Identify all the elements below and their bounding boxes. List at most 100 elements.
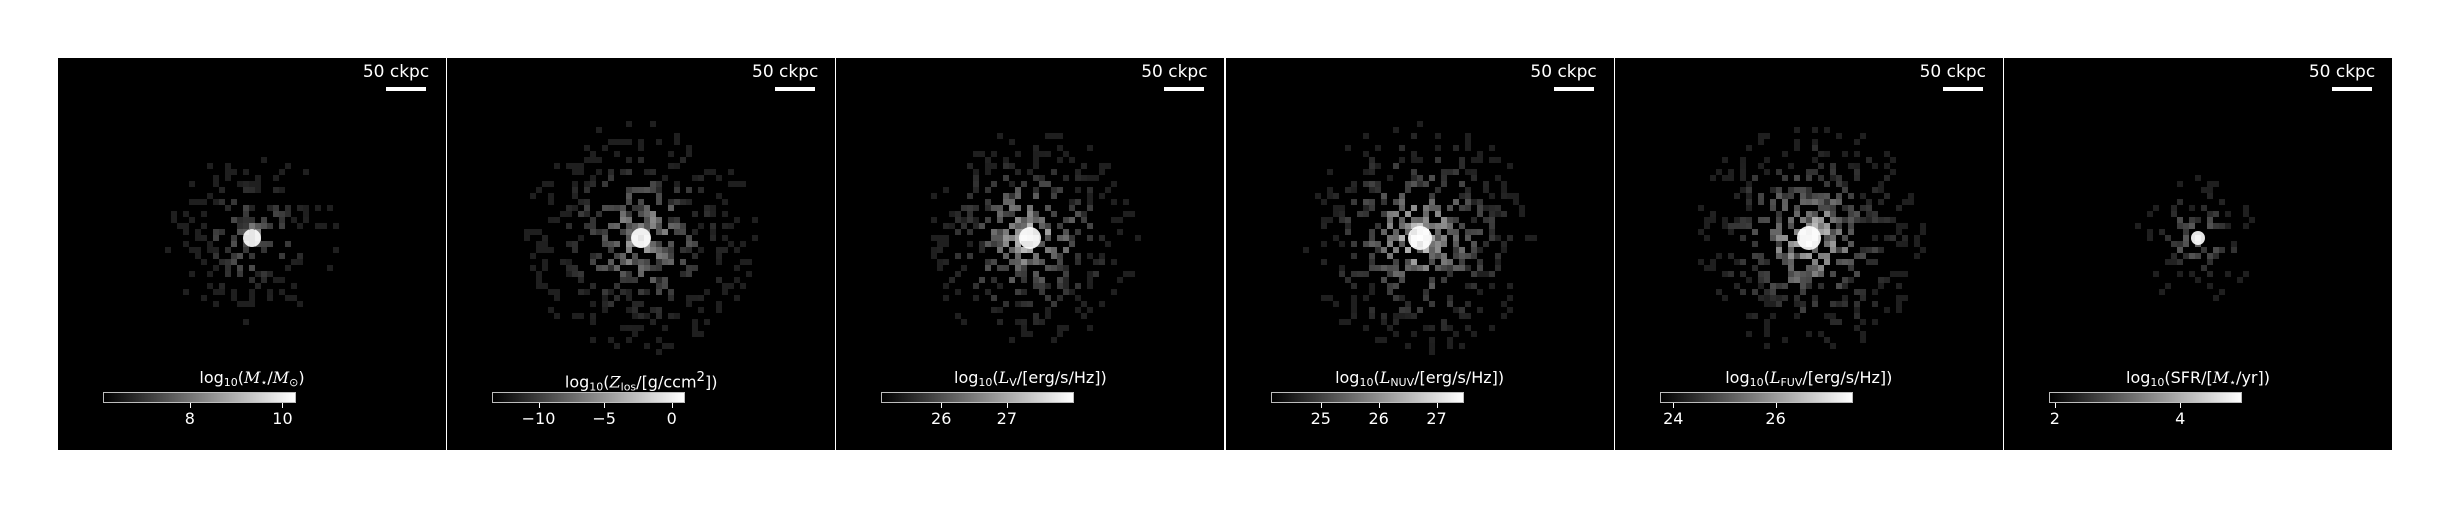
map-pixel [668,259,675,265]
map-pixel [626,277,633,283]
map-pixel [1045,283,1052,289]
colorbar-title: log10(M⋆/M⊙) [199,368,305,389]
map-pixel [1332,235,1339,241]
map-pixel [716,277,723,283]
colorbar-tick-label: 10 [272,409,293,428]
map-pixel [1446,301,1453,307]
map-pixel [1709,175,1716,181]
map-pixel [692,253,699,259]
map-pixel [955,211,962,217]
map-pixel [991,307,998,313]
pixel-map-image [1302,121,1537,355]
map-pixel [1739,259,1746,265]
map-pixel [267,241,273,247]
map-pixel [279,253,285,259]
map-pixel [1075,211,1082,217]
map-pixel [1775,283,1782,289]
map-pixel [1350,271,1357,277]
map-pixel [1847,265,1854,271]
map-pixel [1362,199,1369,205]
map-pixel [1871,319,1878,325]
map-pixel [973,181,980,187]
map-pixel [1446,337,1453,343]
map-pixel [668,223,675,229]
map-pixel [1715,289,1722,295]
map-pixel [2189,205,2195,211]
map-pixel [614,223,621,229]
colorbar [2049,392,2242,403]
map-pixel [991,295,998,301]
map-pixel [632,331,639,337]
map-pixel [2219,223,2225,229]
map-pixel [680,157,687,163]
map-pixel [1458,181,1465,187]
map-pixel [1057,133,1064,139]
map-pixel [1009,205,1016,211]
map-pixel [1404,187,1411,193]
map-pixel [997,265,1004,271]
map-pixel [650,217,657,223]
map-pixel [1087,325,1094,331]
map-pixel [1111,217,1118,223]
map-pixel [1033,253,1040,259]
map-pixel [1009,139,1016,145]
map-pixel [1386,253,1393,259]
map-pixel [1320,295,1327,301]
map-pixel [1506,307,1513,313]
map-pixel [2237,277,2243,283]
map-pixel [572,241,579,247]
map-pixel [584,211,591,217]
map-pixel [1763,157,1770,163]
map-pixel [1811,139,1818,145]
map-pixel [1051,301,1058,307]
colorbar-tick [1378,403,1380,408]
map-pixel [1817,229,1824,235]
map-pixel [1003,229,1010,235]
map-pixel [1799,307,1806,313]
map-pixel [1476,211,1483,217]
map-pixel [1380,313,1387,319]
map-pixel [590,301,597,307]
map-pixel [1021,271,1028,277]
map-pixel [1458,205,1465,211]
map-pixel [1057,223,1064,229]
map-pixel [1775,247,1782,253]
map-pixel [195,199,201,205]
map-pixel [1835,181,1842,187]
map-pixel [1733,223,1740,229]
map-pixel [1703,223,1710,229]
map-pixel [728,223,735,229]
map-pixel [542,235,549,241]
map-pixel [626,223,633,229]
map-pixel [1739,223,1746,229]
map-pixel [183,211,189,217]
map-pixel [189,271,195,277]
map-pixel [1099,193,1106,199]
map-pixel [638,265,645,271]
map-pixel [1835,193,1842,199]
map-pixel [1476,271,1483,277]
map-pixel [1841,295,1848,301]
map-pixel [1841,205,1848,211]
map-pixel [1015,187,1022,193]
map-pixel [1871,211,1878,217]
map-pixel [1835,283,1842,289]
map-pixel [656,283,663,289]
map-pixel [548,199,555,205]
map-pixel [650,181,657,187]
map-pixel [213,199,219,205]
map-panel-2: 50 ckpc log10(Zlos/[g/ccm2]) −10 −5 0 [447,58,836,450]
map-pixel [1488,193,1495,199]
colorbar [1270,392,1464,403]
map-pixel [1386,325,1393,331]
map-pixel [1033,163,1040,169]
map-pixel [1045,247,1052,253]
map-pixel [1757,133,1764,139]
map-pixel [949,277,956,283]
map-pixel [1859,319,1866,325]
map-pixel [1033,217,1040,223]
pixel-map-image [165,157,339,325]
map-pixel [1530,235,1537,241]
map-pixel [1033,151,1040,157]
map-pixel [279,277,285,283]
